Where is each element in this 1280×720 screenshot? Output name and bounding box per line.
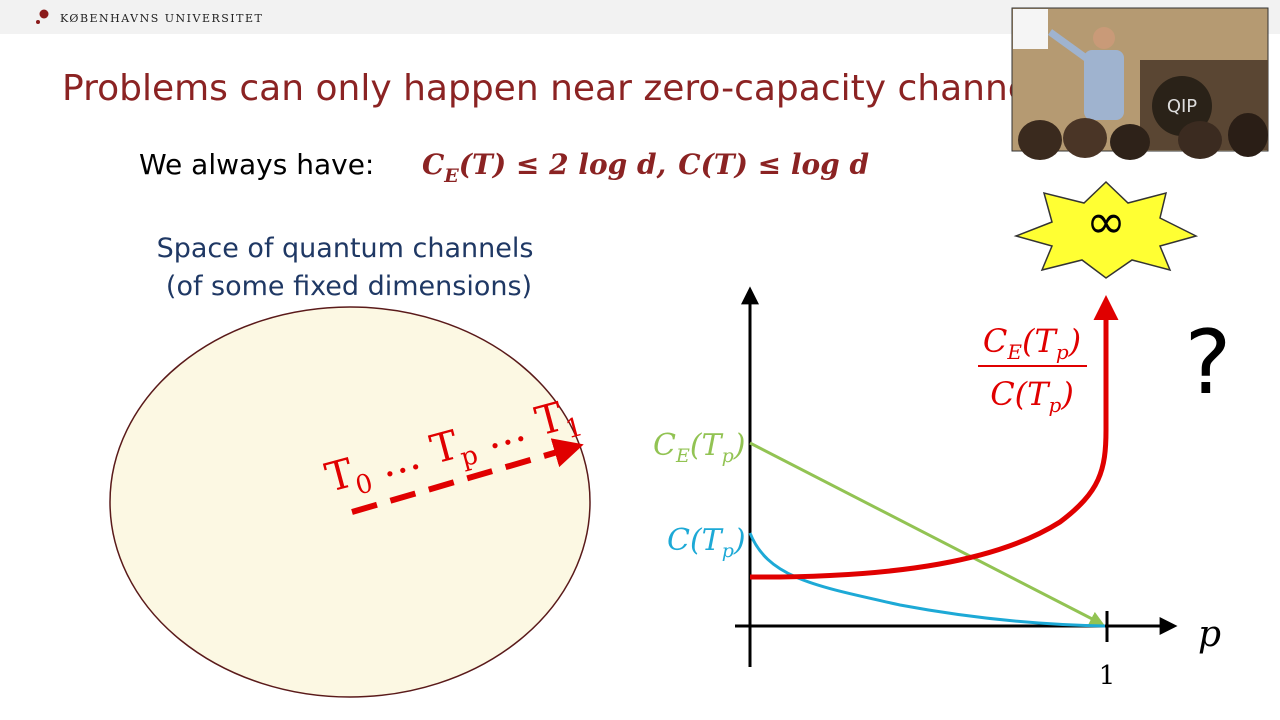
ratio-denominator: C(Tp) [990,375,1074,417]
label-part: C [983,322,1007,360]
label-part: C [990,375,1014,413]
label-part: (T [1015,375,1051,413]
label-part: ) [1060,375,1073,413]
audience [1063,118,1107,158]
label-part: ) [733,523,746,558]
label-part: (T [1022,322,1058,360]
video-logo: QIP [1167,96,1197,117]
logo-dot [36,20,40,24]
logo-bg [1152,76,1212,136]
label-sub: 0 [352,468,376,501]
ce-label: CE(Tp) [653,428,745,467]
c-label: C(Tp) [667,523,746,562]
label-sub: E [1006,340,1022,364]
speaker-head [1093,27,1115,49]
audience [1018,120,1062,160]
formula: CE(T) ≤ 2 log d, C(T) ≤ log d [422,148,869,187]
audience [1178,121,1222,159]
speaker-video: QIP [1011,7,1269,160]
label-sub: E [675,445,690,467]
formula-sep: , [656,148,667,181]
label-sub: p [1056,340,1069,364]
channel-space [109,306,591,698]
formula-part: (T) ≤ 2 log d [459,148,657,181]
speaker [1084,50,1124,120]
formula-part: C [422,148,445,181]
region-caption: Space of quantum channels [157,233,534,264]
ratio-numerator: CE(Tp) [983,322,1081,364]
label-part: (T [690,428,724,463]
label-part: C [653,428,676,463]
starburst [1013,180,1199,279]
screen [1013,9,1048,49]
label-sub: p [722,445,734,467]
logo-dot [39,9,49,19]
label-part: (T [690,523,724,558]
formula-sub: E [443,165,459,187]
ratio-curve [749,295,1119,580]
statement-lead: We always have: [139,148,374,181]
label-part: ) [733,428,746,463]
infinity-symbol: ∞ [1086,194,1126,250]
region-caption: (of some fixed dimensions) [166,271,532,302]
university-name: KØBENHAVNS UNIVERSITET [60,12,263,25]
label-sub: 1 [562,412,586,445]
tick-label: 1 [1099,661,1116,691]
slide-title: Problems can only happen near zero-capac… [62,68,1059,109]
formula-part: C(T) ≤ log d [678,148,869,181]
audience [1110,124,1150,160]
label-part: ) [1068,322,1081,360]
audience [1228,113,1268,157]
ce-line [749,441,1105,626]
speaker-arm [1047,29,1089,61]
label-sub: p [457,440,481,473]
x-axis-label: p [1198,614,1221,655]
label-sub: p [722,540,734,562]
label-sub: p [1049,393,1062,417]
c-curve [748,532,1106,628]
question-mark: ? [1185,311,1232,414]
label-part: C [667,523,690,558]
